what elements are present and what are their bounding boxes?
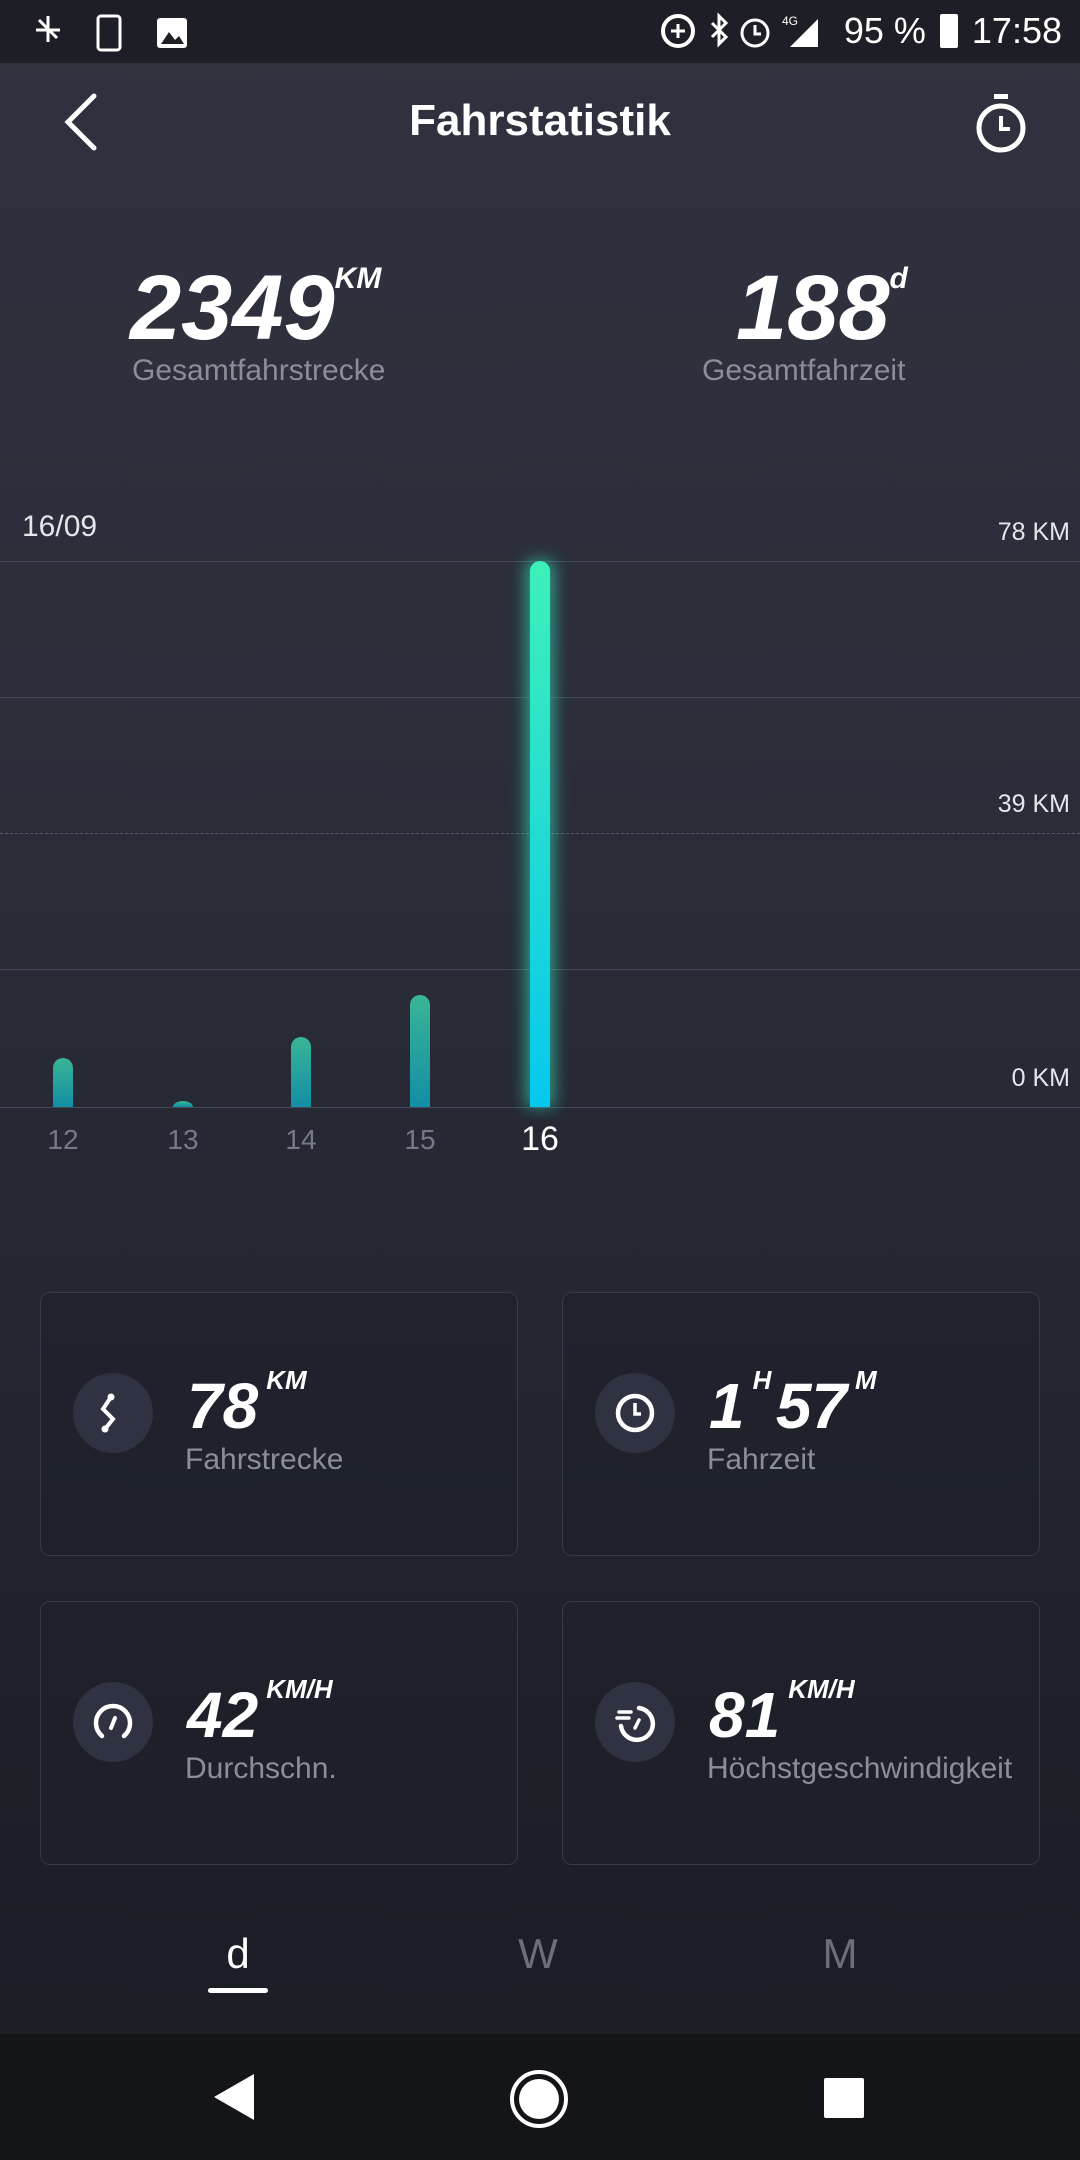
total-distance: 2349KM — [130, 262, 490, 354]
route-icon — [73, 1373, 153, 1453]
card-value-2: 57 — [775, 1370, 848, 1442]
total-distance-unit: KM — [334, 262, 382, 295]
page-title: Fahrstatistik — [409, 96, 671, 145]
total-time: 188d — [736, 262, 908, 354]
status-bar: 4G 95 % 17:58 — [0, 0, 1080, 63]
card-label: Höchstgeschwindigkeit — [707, 1752, 1013, 1785]
card-value: 78 — [187, 1370, 259, 1442]
x-tick[interactable]: 12 — [47, 1124, 79, 1155]
bar-12[interactable] — [53, 1058, 73, 1107]
distance-card[interactable]: 78 KM Fahrstrecke — [40, 1292, 518, 1556]
battery-icon — [939, 14, 958, 48]
nav-home-button[interactable] — [508, 2068, 570, 2130]
battery-percent: 95 % — [843, 10, 926, 51]
card-unit: H — [752, 1365, 772, 1395]
back-button[interactable] — [60, 92, 100, 152]
card-label: Durchschn. — [185, 1752, 337, 1785]
total-time-value: 188 — [736, 257, 890, 359]
total-time-unit: d — [889, 262, 908, 295]
card-value: 81 — [709, 1679, 781, 1751]
y-tick: 78 KM — [997, 518, 1070, 546]
average-speed-card[interactable]: 42 KM/H Durchschn. — [40, 1601, 518, 1865]
clock-icon — [595, 1373, 675, 1453]
tab-day[interactable]: d — [178, 1930, 298, 1993]
x-tick[interactable]: 13 — [167, 1124, 199, 1155]
nav-recents-button[interactable] — [824, 2078, 864, 2118]
baseline — [0, 1107, 1080, 1108]
chart-date: 16/09 — [22, 510, 98, 543]
card-unit-2: M — [855, 1365, 877, 1395]
bar-15[interactable] — [410, 995, 430, 1107]
bar-14[interactable] — [291, 1037, 311, 1107]
max-speed-card[interactable]: 81 KM/H Höchstgeschwindigkeit — [562, 1601, 1040, 1865]
bar-chart — [53, 561, 554, 1107]
total-distance-value: 2349 — [130, 257, 335, 359]
x-tick[interactable]: 16 — [521, 1120, 559, 1158]
card-value-group: 78 KM — [187, 1365, 307, 1443]
x-tick[interactable]: 15 — [404, 1124, 436, 1155]
card-value-group: 81 KM/H — [709, 1674, 855, 1752]
y-tick: 39 KM — [997, 790, 1070, 818]
card-label: Fahrstrecke — [185, 1443, 344, 1476]
bar-13[interactable] — [173, 1101, 193, 1107]
card-value-group: 42 KM/H — [187, 1674, 333, 1752]
bar-16[interactable] — [530, 561, 550, 1107]
tab-week[interactable]: W — [518, 1930, 558, 1977]
clock-time: 17:58 — [971, 10, 1062, 51]
system-status-icons: 4G — [660, 12, 818, 48]
total-distance-label: Gesamtfahrstrecke — [132, 354, 386, 387]
y-tick: 0 KM — [1011, 1064, 1070, 1092]
card-value: 42 — [187, 1679, 259, 1751]
card-label: Fahrzeit — [707, 1443, 816, 1476]
speedometer-icon — [73, 1682, 153, 1762]
svg-text:4G: 4G — [782, 14, 798, 28]
max-speed-icon — [595, 1682, 675, 1762]
stopwatch-icon[interactable] — [972, 92, 1030, 156]
card-unit: KM/H — [788, 1674, 855, 1704]
nav-back-button[interactable] — [210, 2072, 260, 2122]
card-value: 1 — [709, 1370, 745, 1442]
card-unit: KM — [266, 1365, 307, 1395]
navigation-bar — [0, 2034, 1080, 2160]
notification-icons — [36, 14, 187, 52]
card-unit: KM/H — [266, 1674, 333, 1704]
x-tick[interactable]: 14 — [285, 1124, 317, 1155]
tab-month[interactable]: M — [822, 1930, 858, 1977]
total-time-label: Gesamtfahrzeit — [702, 354, 906, 387]
